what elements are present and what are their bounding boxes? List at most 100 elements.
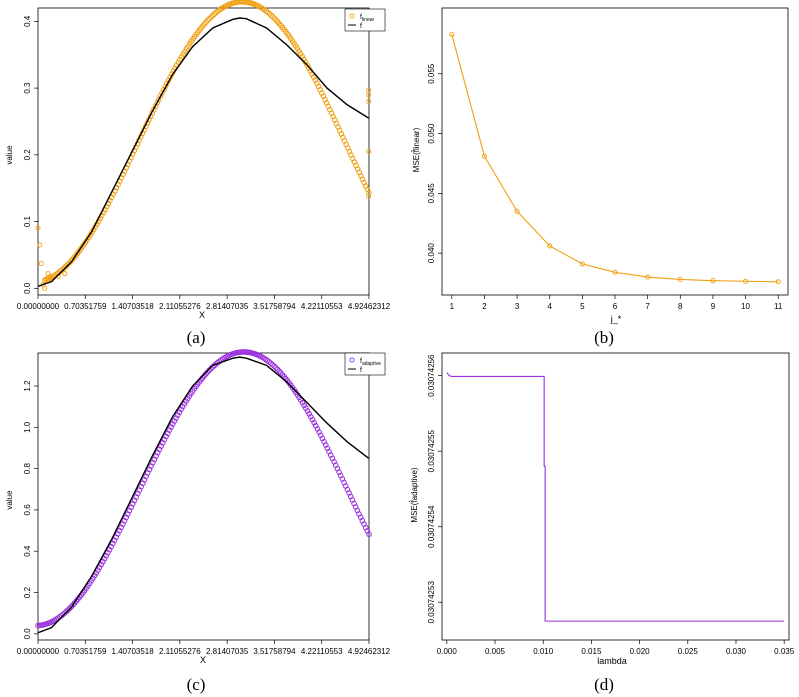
y-tick-label: 0.055 (427, 63, 436, 84)
x-tick-label: 2.11055276 (159, 302, 201, 311)
x-tick-label: 0.030 (726, 647, 747, 656)
x-tick-label: 4.22110553 (301, 302, 343, 311)
data-point (38, 261, 44, 267)
data-point (271, 363, 277, 369)
data-point (449, 31, 455, 37)
data-point (96, 564, 103, 571)
x-tick-label: 9 (711, 302, 716, 311)
data-point (311, 419, 317, 426)
x-tick-label: 7 (645, 302, 650, 311)
x-tick-label: 0.025 (678, 647, 699, 656)
x-tick-label: 0.000 (437, 647, 458, 656)
data-point (270, 14, 276, 20)
data-point (312, 77, 319, 83)
y-tick-label: 1.2 (23, 380, 32, 392)
series-line-1 (37, 356, 370, 634)
x-tick-label: 0.00000000 (17, 647, 60, 656)
data-point (366, 531, 372, 538)
data-point (178, 406, 184, 413)
data-point (61, 610, 68, 616)
data-point (366, 87, 372, 93)
data-point (366, 189, 372, 196)
x-tick-label: 1 (450, 302, 455, 311)
data-point (63, 263, 69, 270)
chart-d: 0.000 0.005 0.010 0.015 0.020 0.025 0.030 0.035… (410, 352, 795, 666)
data-point (775, 279, 781, 285)
data-point (307, 413, 314, 420)
data-point (177, 56, 183, 63)
data-point (305, 65, 312, 71)
y-tick-label: 0.03074253 (427, 581, 436, 624)
data-point (612, 269, 618, 275)
data-point (314, 426, 321, 432)
y-tick-label: 0.0 (23, 628, 32, 640)
legend-label: f (360, 23, 362, 30)
data-point (100, 558, 106, 565)
data-point (366, 193, 372, 199)
y-tick-label: 0.4 (23, 15, 32, 27)
x-tick-label: 0.70351759 (64, 302, 107, 311)
y-tick-label: 0.8 (23, 463, 32, 475)
data-point (209, 12, 216, 19)
y-tick-label: 0.03074254 (427, 505, 436, 548)
x-axis-label: X (200, 655, 206, 665)
data-point (166, 427, 173, 433)
x-tick-label: 3 (515, 302, 520, 311)
data-point (176, 409, 183, 416)
data-point (266, 11, 273, 17)
caption-d: (d) (594, 675, 614, 694)
plot-frame (37, 352, 370, 641)
plot-frame (37, 7, 370, 296)
y-tick-label: 0.050 (427, 123, 436, 144)
data-point (314, 80, 320, 87)
x-axis-label: j_* (610, 314, 622, 324)
data-point (64, 261, 71, 268)
x-tick-label: 2.11055276 (159, 647, 201, 656)
data-point (169, 421, 176, 427)
y-axis-label: MSE(f̂linear) (412, 127, 421, 172)
legend-marker (349, 13, 355, 19)
data-point (98, 561, 105, 568)
data-point (42, 285, 48, 291)
legend-label: flinear (360, 14, 375, 23)
data-point (37, 242, 43, 248)
x-tick-label: 11 (774, 302, 783, 311)
data-point (65, 607, 71, 613)
data-point (265, 9, 271, 16)
data-point (304, 408, 311, 414)
chart-c: 0.00000000 0.70351759 1.40703518 2.11055276… (5, 349, 391, 665)
data-point (108, 543, 114, 550)
data-point (173, 415, 179, 421)
data-point (168, 424, 174, 430)
caption-a: (a) (186, 328, 206, 347)
x-tick-label: 0.010 (533, 647, 554, 656)
x-tick-label: 1.40703518 (111, 647, 154, 656)
data-point (743, 278, 749, 284)
data-point (297, 50, 304, 57)
x-tick-label: 10 (741, 302, 750, 311)
data-point (309, 416, 316, 423)
series-line-2 (37, 17, 370, 287)
x-tick-label: 0.035 (774, 647, 795, 656)
x-tick-label: 2.81407035 (206, 647, 249, 656)
data-point (103, 553, 109, 559)
panel-c: 0.00000000 0.70351759 1.40703518 2.11055276… (0, 345, 400, 670)
data-point (302, 59, 309, 65)
series-line-0 (446, 372, 785, 622)
data-point (105, 550, 111, 556)
data-point (366, 98, 372, 104)
y-tick-label: 0.3 (23, 82, 32, 94)
data-point (208, 14, 214, 20)
data-point (547, 243, 553, 249)
data-point (268, 12, 275, 19)
legend-label: f (360, 367, 362, 374)
data-point (579, 261, 585, 267)
x-tick-label: 4.92462312 (348, 647, 391, 656)
y-tick-label: 0.03074256 (427, 354, 436, 397)
data-point (366, 92, 372, 98)
panel-a: 0.00000000 0.70351759 1.40703518 2.11055276… (0, 0, 400, 325)
y-tick-label: 1.0 (23, 421, 32, 433)
data-point (174, 412, 181, 418)
data-point (61, 265, 68, 271)
